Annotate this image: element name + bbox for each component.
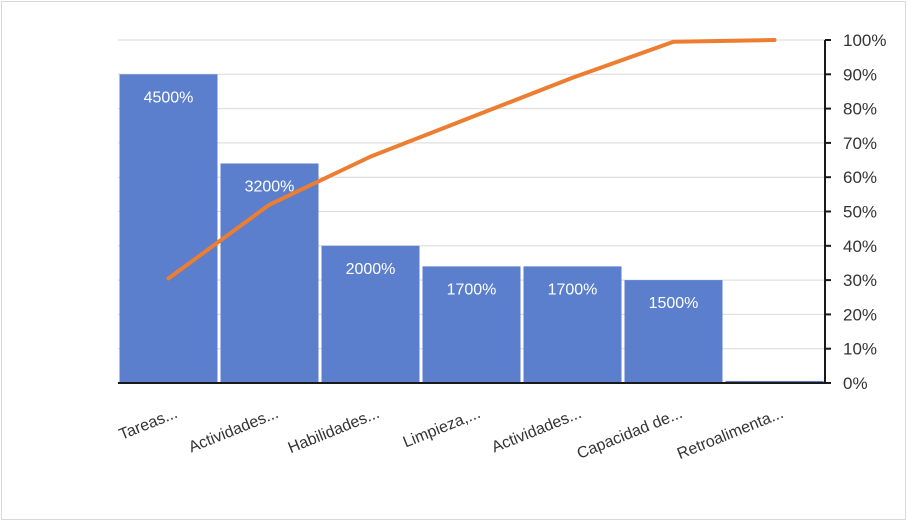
bar-data-label: 3200%	[245, 178, 295, 195]
bar	[321, 245, 420, 383]
bar-data-label: 4500%	[144, 89, 194, 106]
category-label: Actividades...	[186, 405, 281, 456]
y-tick-label: 100%	[843, 31, 886, 50]
category-label: Capacidad de...	[575, 405, 685, 463]
y-tick-label: 60%	[843, 168, 877, 187]
y-tick-label: 40%	[843, 237, 877, 256]
bar-data-label: 2000%	[346, 261, 396, 278]
axes	[118, 39, 831, 384]
bar	[624, 280, 723, 383]
bar	[523, 266, 622, 383]
bar	[422, 266, 521, 383]
bar-data-label: 1700%	[548, 281, 598, 298]
category-label: Actividades...	[489, 405, 584, 456]
y-tick-label: 30%	[843, 271, 877, 290]
category-label: Limpieza,...	[401, 405, 483, 451]
category-labels: Tareas... Actividades... Habilidades... Lim…	[117, 405, 786, 463]
bar	[119, 74, 218, 384]
bars	[119, 74, 824, 384]
category-label: Habilidades...	[286, 405, 382, 457]
y-tick-label: 90%	[843, 65, 877, 84]
y-tick-label: 80%	[843, 100, 877, 119]
y-tick-label: 20%	[843, 305, 877, 324]
y-tick-label: 70%	[843, 134, 877, 153]
y-tick-label: 50%	[843, 203, 877, 222]
y-tick-label: 0%	[843, 374, 868, 393]
bar	[725, 380, 824, 383]
category-label: Retroalimenta...	[675, 405, 786, 463]
category-label: Tareas...	[117, 405, 180, 444]
bar	[220, 163, 319, 383]
bar-data-label: 1500%	[649, 295, 699, 312]
bar-data-label: 1700%	[447, 281, 497, 298]
secondary-y-tick-labels: 0% 10% 20% 30% 40% 50% 60% 70% 80% 90% 100%	[843, 31, 886, 393]
cumulative-line	[166, 38, 777, 281]
bar-data-labels: 4500% 3200% 2000% 1700% 1700% 1500%	[144, 89, 699, 312]
y-tick-label: 10%	[843, 340, 877, 359]
